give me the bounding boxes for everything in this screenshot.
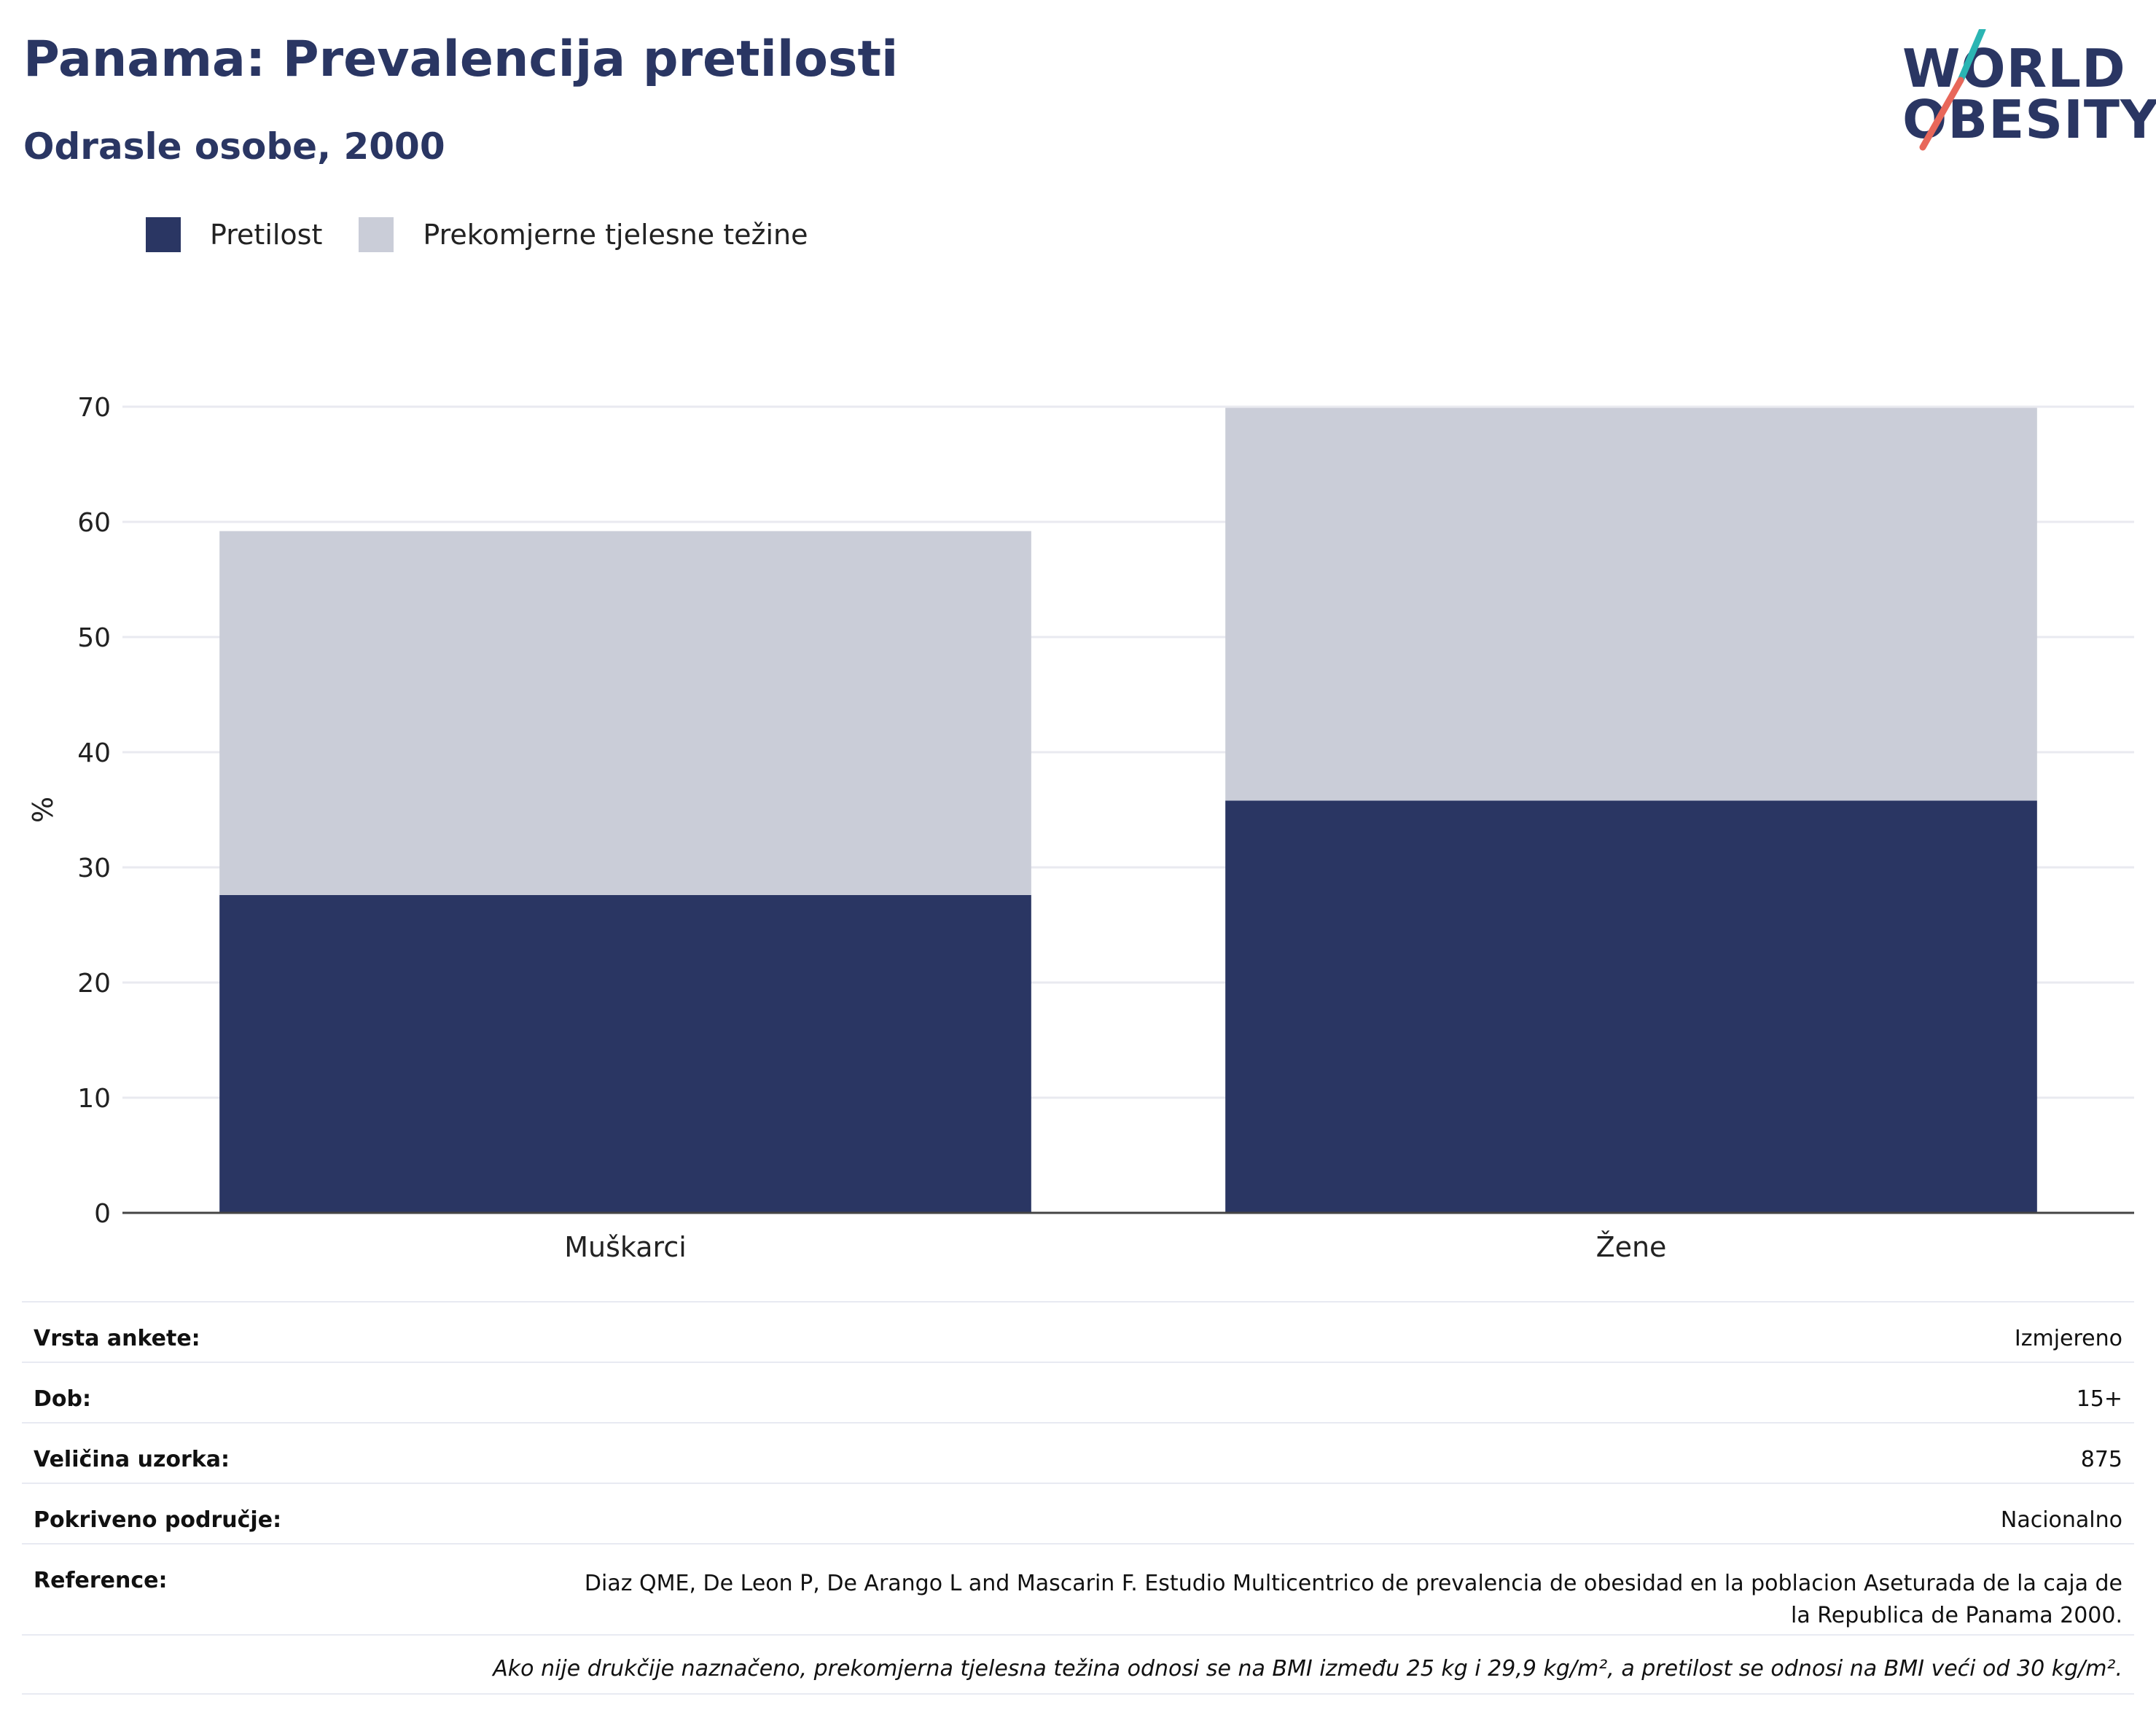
- row-survey-type: Vrsta ankete: Izmjereno: [22, 1301, 2134, 1362]
- logo-slash-icon: [1919, 29, 1986, 151]
- y-tick-label: 0: [94, 1199, 111, 1229]
- legend: Pretilost Prekomjerne tjelesne težine: [146, 217, 845, 252]
- y-tick-label: 60: [77, 508, 111, 538]
- coverage-value: Nacionalno: [2000, 1507, 2122, 1533]
- x-tick-label: Muškarci: [564, 1231, 687, 1263]
- world-obesity-logo: WORLD OBESITY: [1902, 29, 2156, 160]
- row-sample-size: Veličina uzorka: 875: [22, 1422, 2134, 1483]
- bar-segment-overweight: [1225, 407, 2037, 801]
- definition-note: Ako nije drukčije naznačeno, prekomjerna…: [22, 1634, 2134, 1695]
- legend-item-obesity: Pretilost: [146, 217, 322, 252]
- age-label: Dob:: [34, 1386, 91, 1412]
- legend-item-overweight: Prekomjerne tjelesne težine: [359, 217, 808, 252]
- row-coverage: Pokriveno područje: Nacionalno: [22, 1483, 2134, 1543]
- bar-segment-obesity: [1225, 800, 2037, 1213]
- y-tick-label: 10: [77, 1084, 111, 1114]
- sample-size-value: 875: [2080, 1447, 2122, 1472]
- y-tick-label: 40: [77, 738, 111, 768]
- survey-info-table: Vrsta ankete: Izmjereno Dob: 15+ Veličin…: [22, 1301, 2134, 1695]
- legend-swatch-obesity: [146, 217, 181, 252]
- legend-label-obesity: Pretilost: [210, 219, 323, 251]
- age-value: 15+: [2076, 1386, 2122, 1412]
- survey-type-label: Vrsta ankete:: [34, 1326, 200, 1351]
- y-tick-label: 70: [77, 393, 111, 423]
- bar-segment-overweight: [219, 531, 1031, 895]
- chart-subtitle: Odrasle osobe, 2000: [23, 125, 445, 168]
- y-tick-label: 50: [77, 623, 111, 653]
- row-references: Reference: Diaz QME, De Leon P, De Arang…: [22, 1543, 2134, 1634]
- sample-size-label: Veličina uzorka:: [34, 1447, 230, 1472]
- survey-type-value: Izmjereno: [2014, 1326, 2122, 1351]
- references-value: Diaz QME, De Leon P, De Arango L and Mas…: [584, 1571, 2122, 1628]
- references-label: Reference:: [34, 1568, 168, 1593]
- legend-swatch-overweight: [359, 217, 394, 252]
- row-age: Dob: 15+: [22, 1362, 2134, 1422]
- y-axis-label: %: [27, 797, 59, 823]
- y-tick-label: 30: [77, 854, 111, 883]
- x-tick-label: Žene: [1596, 1231, 1667, 1263]
- y-tick-label: 20: [77, 969, 111, 999]
- legend-label-overweight: Prekomjerne tjelesne težine: [423, 219, 808, 251]
- chart-title: Panama: Prevalencija pretilosti: [23, 31, 899, 88]
- stacked-bar-chart: 0 10 20 30 40 50 60 70% Muškarci Žene: [27, 393, 2134, 1263]
- bar-segment-obesity: [219, 894, 1031, 1213]
- logo-line-1: WORLD: [1902, 38, 2126, 99]
- coverage-label: Pokriveno područje:: [34, 1507, 282, 1533]
